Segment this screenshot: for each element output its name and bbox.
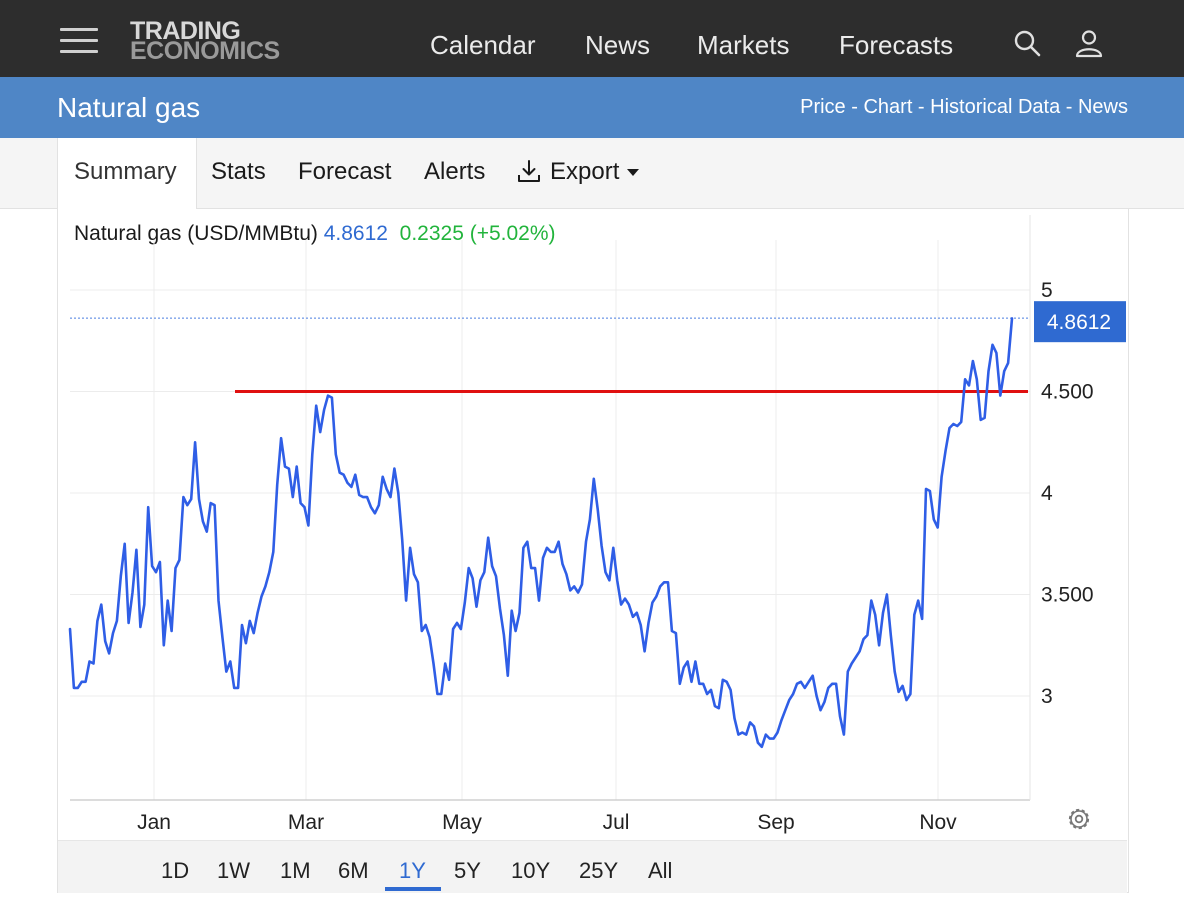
range-all[interactable]: All (648, 858, 673, 883)
tab-strip (0, 138, 1184, 209)
current-price: 4.8612 (323, 222, 388, 245)
x-tick-label: Sep (757, 811, 794, 834)
x-tick-label: May (442, 811, 482, 834)
user-icon[interactable] (1074, 28, 1104, 58)
range-5y[interactable]: 5Y (454, 858, 481, 883)
y-tick-labels: 5 4.500 4 3.500 3 (1041, 279, 1094, 708)
range-1w[interactable]: 1W (217, 858, 250, 883)
x-tick-label: Jul (603, 811, 630, 834)
breadcrumb-separator: - (912, 96, 931, 118)
last-value-label: 4.8612 (1047, 311, 1111, 334)
tab-summary-highlight (57, 138, 197, 209)
x-tick-label: Jan (137, 811, 171, 834)
logo[interactable]: TRADING ECONOMICS (130, 17, 280, 65)
download-icon (518, 160, 540, 182)
breadcrumb-separator: - (1060, 96, 1078, 118)
range-1d[interactable]: 1D (161, 858, 190, 883)
tab-export-label: Export (550, 158, 620, 185)
quote-line: Natural gas (USD/MMBtu) 4.8612 0.2325 (+… (74, 222, 556, 246)
y-tick-label: 3.500 (1041, 584, 1094, 607)
range-10y[interactable]: 10Y (511, 858, 551, 883)
breadcrumb-news[interactable]: News (1077, 96, 1128, 118)
settings-icon[interactable] (1068, 808, 1090, 830)
breadcrumb-separator: - (845, 96, 864, 118)
breadcrumb-chart[interactable]: Chart (863, 96, 913, 118)
y-tick-label: 4.500 (1041, 381, 1094, 404)
menu-icon[interactable] (60, 26, 100, 56)
logo-line2: ECONOMICS (130, 37, 280, 65)
caret-down-icon (627, 169, 640, 176)
tab-alerts[interactable]: Alerts (424, 158, 486, 185)
tab-stats[interactable]: Stats (211, 158, 266, 185)
page-title: Natural gas (57, 92, 201, 123)
tab-summary[interactable]: Summary (74, 158, 177, 185)
nav-news[interactable]: News (585, 30, 651, 60)
y-tick-label: 4 (1041, 482, 1053, 505)
top-navbar (0, 0, 1184, 77)
search-icon[interactable] (1012, 28, 1042, 58)
x-tick-label: Nov (919, 811, 957, 834)
range-6m[interactable]: 6M (338, 858, 369, 883)
tab-export[interactable]: Export (516, 158, 641, 186)
x-tick-label: Mar (288, 811, 324, 834)
title-bar (0, 77, 1184, 138)
vertical-gridlines (153, 240, 939, 800)
range-selector (58, 840, 1127, 893)
breadcrumb-historical-data[interactable]: Historical Data (930, 96, 1061, 118)
nav-forecasts[interactable]: Forecasts (839, 30, 954, 60)
tab-forecast[interactable]: Forecast (298, 158, 392, 185)
y-tick-label: 3 (1041, 685, 1053, 708)
last-value-badge: 4.8612 (1034, 301, 1126, 343)
range-active-indicator (385, 887, 441, 891)
series-line (68, 317, 1014, 749)
nav-calendar[interactable]: Calendar (430, 30, 536, 60)
y-tick-label: 5 (1041, 279, 1053, 302)
range-1m[interactable]: 1M (280, 858, 311, 883)
logo-line1: TRADING (130, 17, 241, 45)
instrument-name: Natural gas (USD/MMBtu) (74, 222, 318, 245)
breadcrumb-price[interactable]: Price (800, 96, 846, 118)
last-value-badge-bg (1034, 301, 1126, 343)
nav-markets[interactable]: Markets (697, 30, 790, 60)
breadcrumb: Price - Chart - Historical Data - News (800, 96, 1128, 119)
price-change: 0.2325 (+5.02%) (399, 222, 556, 245)
x-tick-labels: Jan Mar May Jul Sep Nov (137, 811, 957, 834)
range-1y[interactable]: 1Y (399, 858, 426, 883)
horizontal-gridlines (70, 289, 1030, 697)
range-25y[interactable]: 25Y (579, 858, 619, 883)
